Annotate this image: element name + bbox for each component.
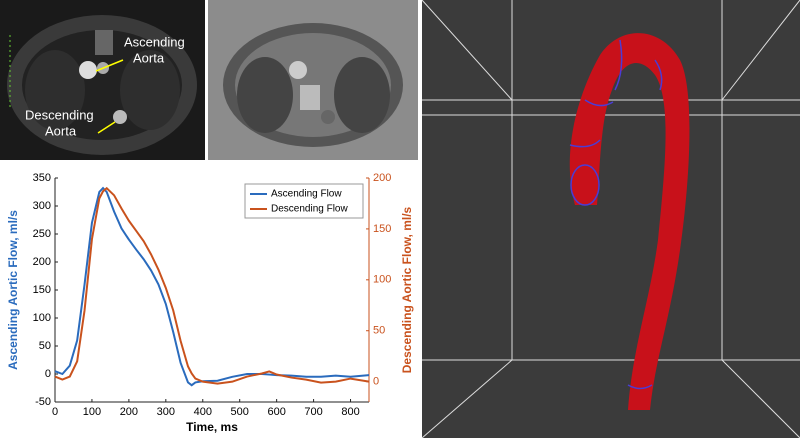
y-tick-label: -50 xyxy=(35,396,51,408)
y2-tick-label: 0 xyxy=(373,376,379,388)
legend-label: Descending Flow xyxy=(271,204,348,215)
mri-phase xyxy=(208,0,418,160)
x-tick-label: 500 xyxy=(231,406,249,418)
x-tick-label: 800 xyxy=(341,406,359,418)
legend-label: Ascending Flow xyxy=(271,189,342,200)
series-line xyxy=(54,186,370,385)
y-tick-label: 100 xyxy=(33,312,51,324)
x-tick-label: 0 xyxy=(52,406,58,418)
y-tick-label: 50 xyxy=(39,340,51,352)
y2-tick-label: 200 xyxy=(373,172,391,184)
label-line: Descending xyxy=(25,107,94,122)
x-tick-label: 400 xyxy=(194,406,212,418)
y2-tick-label: 100 xyxy=(373,274,391,286)
y-tick-label: 200 xyxy=(33,256,51,268)
label-line: Ascending xyxy=(124,34,185,49)
label-line: Aorta xyxy=(45,123,77,138)
y2-axis-label: Descending Aortic Flow, ml/s xyxy=(400,206,414,373)
mri-magnitude: Ascending Aorta Descending Aorta xyxy=(0,0,205,160)
y-tick-label: 250 xyxy=(33,228,51,240)
label-line: Aorta xyxy=(133,50,165,65)
x-tick-label: 200 xyxy=(120,406,138,418)
y2-tick-label: 150 xyxy=(373,223,391,235)
y-tick-label: 150 xyxy=(33,284,51,296)
x-tick-label: 700 xyxy=(304,406,322,418)
x-tick-label: 100 xyxy=(83,406,101,418)
aorta-3d-render xyxy=(421,0,800,438)
y-tick-label: 0 xyxy=(45,368,51,380)
y2-tick-label: 50 xyxy=(373,325,385,337)
y-tick-label: 350 xyxy=(33,172,51,184)
x-tick-label: 600 xyxy=(267,406,285,418)
x-axis-label: Time, ms xyxy=(186,420,238,434)
y-tick-label: 300 xyxy=(33,200,51,212)
y-axis-label: Ascending Aortic Flow, ml/s xyxy=(6,210,20,370)
legend-box xyxy=(244,183,364,219)
x-tick-label: 300 xyxy=(157,406,175,418)
